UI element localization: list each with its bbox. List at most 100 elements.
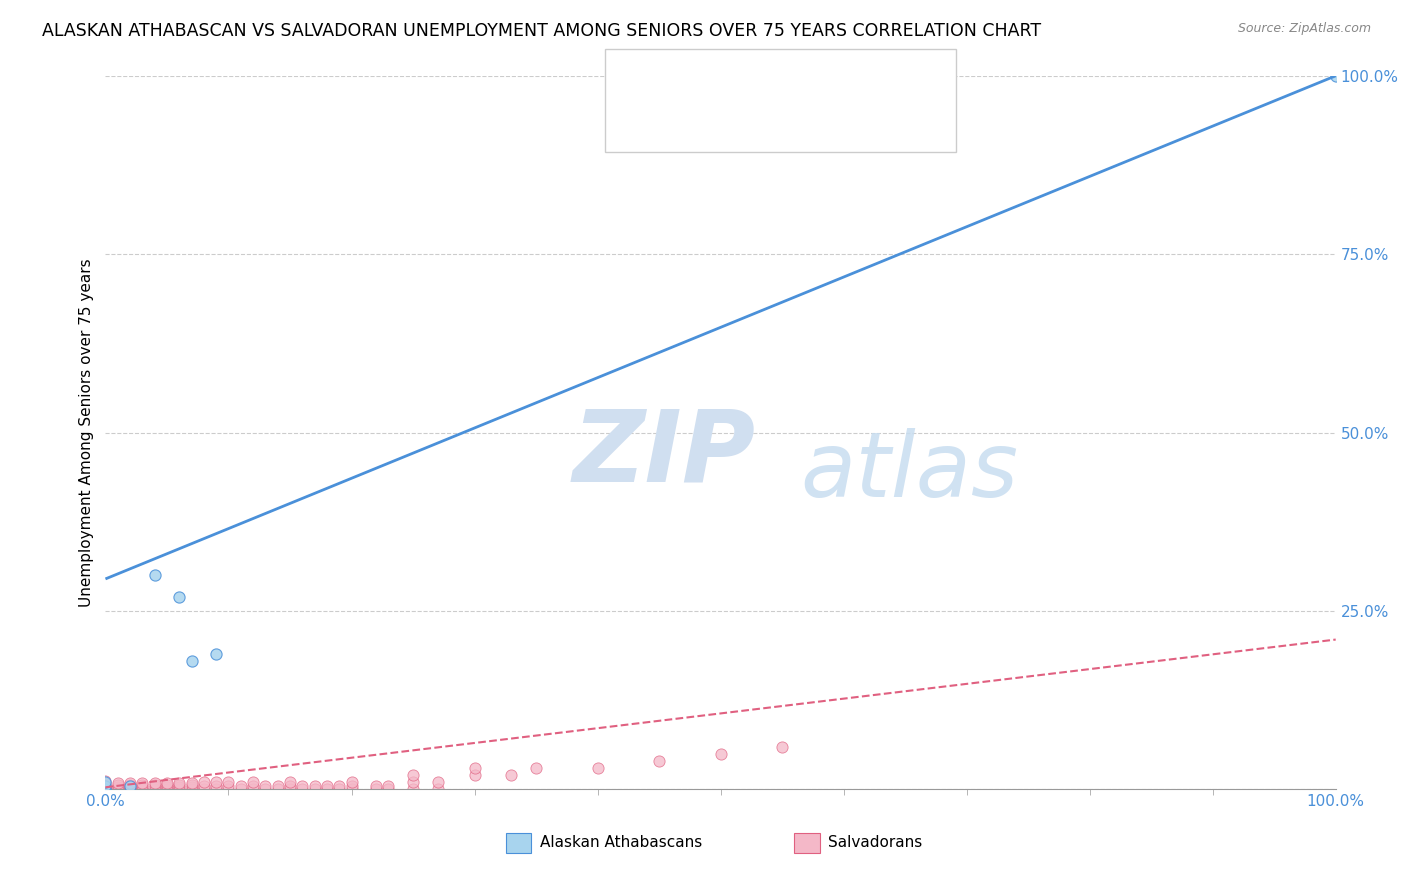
Point [107, 778, 129, 792]
Point [377, 779, 399, 793]
Point [218, 775, 240, 789]
Point [143, 776, 166, 790]
Text: Alaskan Athabascans: Alaskan Athabascans [540, 836, 702, 850]
Text: R = 0.180   N = 84: R = 0.180 N = 84 [671, 113, 841, 131]
Point [366, 779, 388, 793]
Point [120, 782, 141, 797]
Point [710, 747, 733, 761]
Point [291, 779, 314, 793]
Point [278, 779, 301, 793]
Point [143, 568, 166, 582]
Point [340, 782, 363, 797]
Point [143, 778, 166, 792]
Point [267, 779, 290, 793]
Point [501, 768, 523, 782]
Point [94, 782, 117, 797]
Point [131, 776, 153, 790]
Point [94, 778, 117, 792]
Point [402, 775, 425, 789]
Point [304, 782, 326, 797]
Point [315, 782, 337, 797]
Point [193, 775, 215, 789]
Point [254, 782, 277, 797]
Point [94, 775, 117, 789]
Point [315, 779, 337, 793]
Point [218, 779, 240, 793]
Point [402, 768, 425, 782]
Point [205, 775, 228, 789]
Point [193, 782, 215, 797]
Point [205, 647, 228, 661]
Point [169, 780, 191, 795]
Point [94, 782, 117, 797]
Point [107, 776, 129, 790]
Text: atlas: atlas [800, 428, 1018, 516]
Point [94, 776, 117, 790]
Point [156, 778, 179, 792]
Point [770, 739, 793, 754]
Point [143, 780, 166, 795]
Point [169, 776, 191, 790]
Point [180, 780, 202, 795]
Point [169, 782, 191, 797]
Point [120, 780, 141, 795]
Point [328, 779, 350, 793]
Point [107, 780, 129, 795]
Point [120, 782, 141, 797]
Point [107, 782, 129, 797]
Point [120, 776, 141, 790]
Point [267, 782, 290, 797]
Point [193, 779, 215, 793]
Point [120, 779, 141, 793]
Point [131, 782, 153, 797]
Point [402, 782, 425, 797]
Point [169, 590, 191, 604]
Point [180, 778, 202, 792]
Point [94, 782, 117, 797]
Text: ZIP: ZIP [574, 406, 756, 502]
Point [205, 782, 228, 797]
Point [131, 780, 153, 795]
Text: ALASKAN ATHABASCAN VS SALVADORAN UNEMPLOYMENT AMONG SENIORS OVER 75 YEARS CORREL: ALASKAN ATHABASCAN VS SALVADORAN UNEMPLO… [42, 22, 1042, 40]
Point [340, 775, 363, 789]
Point [426, 775, 449, 789]
Point [143, 782, 166, 797]
Point [1324, 69, 1347, 83]
Point [94, 779, 117, 793]
Point [180, 776, 202, 790]
Point [205, 779, 228, 793]
Point [94, 773, 117, 788]
Point [156, 780, 179, 795]
Y-axis label: Unemployment Among Seniors over 75 years: Unemployment Among Seniors over 75 years [79, 259, 94, 607]
Bar [630, 65, 658, 95]
Text: R = 0.651   N =  9: R = 0.651 N = 9 [671, 70, 835, 88]
Point [156, 782, 179, 797]
Bar [630, 107, 658, 136]
Text: Source: ZipAtlas.com: Source: ZipAtlas.com [1237, 22, 1371, 36]
Point [180, 782, 202, 797]
Point [180, 654, 202, 668]
Point [242, 775, 264, 789]
Point [291, 782, 314, 797]
Point [278, 782, 301, 797]
Point [131, 778, 153, 792]
Point [464, 761, 486, 775]
Point [242, 779, 264, 793]
Point [94, 780, 117, 795]
Text: Salvadorans: Salvadorans [828, 836, 922, 850]
Point [156, 776, 179, 790]
Point [648, 754, 671, 768]
Point [229, 782, 252, 797]
Point [169, 778, 191, 792]
Point [328, 782, 350, 797]
Point [94, 782, 117, 797]
Point [340, 779, 363, 793]
Point [366, 782, 388, 797]
Point [229, 779, 252, 793]
Point [377, 782, 399, 797]
Point [426, 782, 449, 797]
Point [131, 782, 153, 797]
Point [464, 768, 486, 782]
Point [120, 778, 141, 792]
Point [304, 779, 326, 793]
